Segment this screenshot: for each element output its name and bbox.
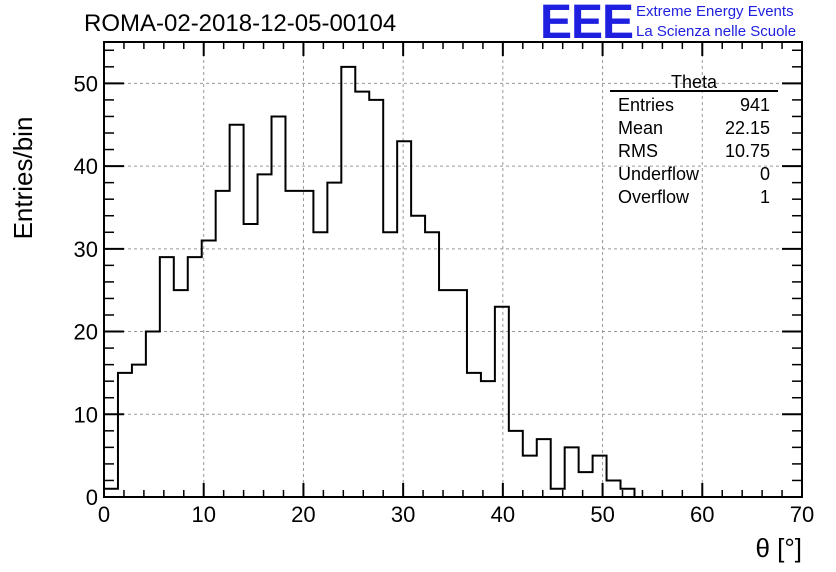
stats-row: Overflow 1 bbox=[610, 186, 778, 209]
stats-row: Underflow 0 bbox=[610, 163, 778, 186]
stats-label: Overflow bbox=[618, 187, 690, 207]
axis-ticks bbox=[103, 42, 803, 498]
stats-label: Underflow bbox=[618, 164, 700, 184]
stats-value: 10.75 bbox=[724, 141, 770, 161]
y-tick-label: 50 bbox=[74, 71, 98, 96]
eee-logo: EEE bbox=[540, 0, 634, 49]
grid-lines bbox=[104, 42, 802, 497]
x-tick-label: 50 bbox=[590, 502, 614, 527]
x-tick-label: 70 bbox=[790, 502, 814, 527]
x-tick-label: 30 bbox=[391, 502, 415, 527]
stats-label: RMS bbox=[618, 141, 658, 161]
y-tick-label: 40 bbox=[74, 154, 98, 179]
y-axis-label: Entries/bin bbox=[8, 117, 38, 240]
x-axis-label: θ [°] bbox=[755, 533, 802, 563]
stats-label: Mean bbox=[618, 118, 664, 138]
x-tick-label: 60 bbox=[690, 502, 714, 527]
stats-title: Theta bbox=[670, 72, 718, 92]
x-tick-label: 20 bbox=[291, 502, 315, 527]
stats-box: Theta Entries 941 Mean 22.15 RMS 10.75 Unde… bbox=[610, 72, 778, 209]
logo-line-1: Extreme Energy Events bbox=[636, 3, 794, 20]
stats-value: 22.15 bbox=[724, 118, 770, 138]
stats-divider bbox=[610, 90, 778, 92]
run-title: ROMA-02-2018-12-05-00104 bbox=[84, 10, 397, 37]
y-tick-label: 20 bbox=[74, 320, 98, 345]
y-tick-label: 30 bbox=[74, 237, 98, 262]
stats-row: Entries 941 bbox=[610, 94, 778, 117]
y-tick-label: 0 bbox=[86, 485, 98, 510]
x-tick-label: 0 bbox=[98, 502, 110, 527]
plot-frame bbox=[103, 41, 803, 498]
stats-label: Entries bbox=[618, 95, 675, 115]
x-tick-label: 40 bbox=[491, 502, 515, 527]
logo-line-2: La Scienza nelle Scuole bbox=[636, 23, 797, 40]
stats-value: 1 bbox=[759, 187, 770, 207]
stats-value: 0 bbox=[759, 164, 770, 184]
x-tick-label: 10 bbox=[191, 502, 215, 527]
stats-row: RMS 10.75 bbox=[610, 140, 778, 163]
y-tick-label: 10 bbox=[74, 402, 98, 427]
stats-value: 941 bbox=[739, 95, 770, 115]
logo-text: Extreme Energy Events La Scienza nelle S… bbox=[636, 2, 796, 42]
stats-row: Mean 22.15 bbox=[610, 117, 778, 140]
histogram-series bbox=[103, 65, 636, 497]
